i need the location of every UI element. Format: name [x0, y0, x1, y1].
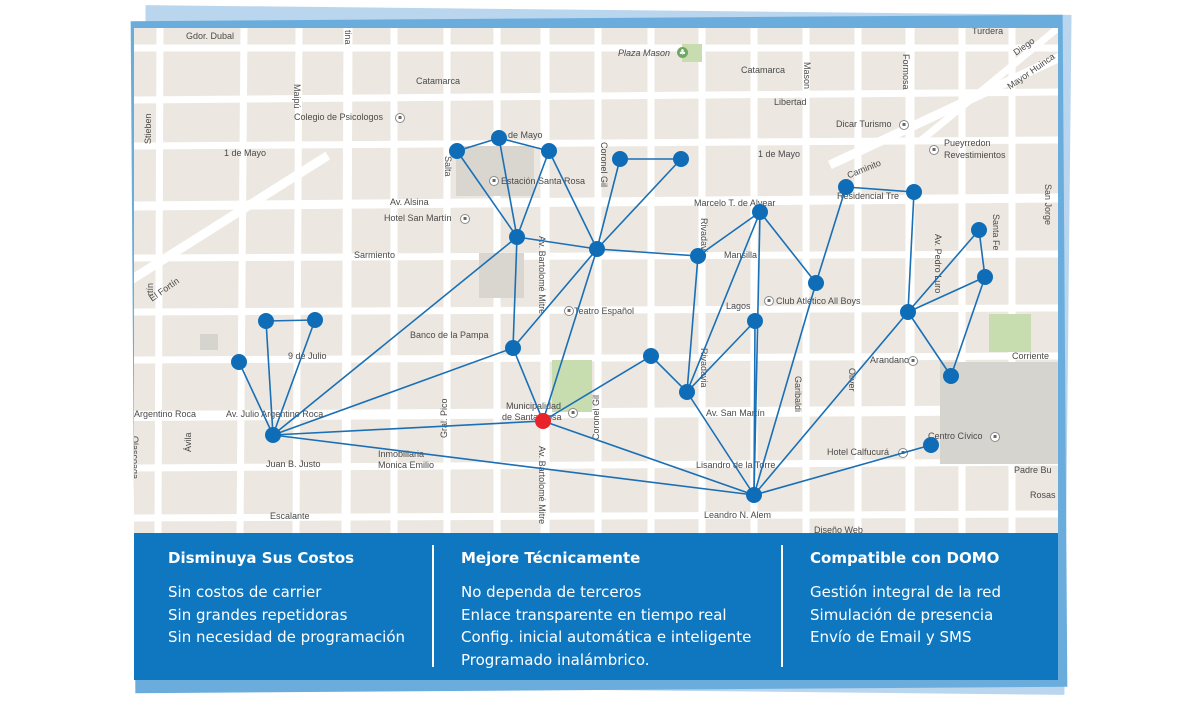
- street-map[interactable]: Gdor. Dubal tina Catamarca Catamarca Pla…: [134, 28, 1058, 533]
- feature-item: Sin necesidad de programación: [168, 628, 405, 646]
- network-nodes: [231, 130, 993, 503]
- street-label: Lagos: [726, 301, 751, 311]
- street-label: 1 de Mayo: [224, 148, 267, 158]
- street-label: Argentino Roca: [134, 409, 197, 419]
- place-label: Inmobiliaria: [378, 449, 425, 459]
- column-costs: Disminuya Sus Costos Sin costos de carri…: [168, 549, 405, 649]
- place-label: Monica Emilio: [378, 460, 435, 470]
- place-label: Pueyrredon: [944, 138, 991, 148]
- column-technical: Mejore Técnicamente No dependa de tercer…: [461, 549, 751, 671]
- feature-item: Envío de Email y SMS: [810, 628, 972, 646]
- place-label: Plaza Mason: [618, 48, 671, 58]
- club-icon: ▪: [764, 296, 774, 306]
- place-label: Colegio de Psicologos: [294, 112, 384, 122]
- place-label: Residencial Tre: [837, 191, 900, 201]
- restaurant-icon: ▪: [908, 356, 918, 366]
- feature-item: Enlace transparente en tiempo real: [461, 605, 727, 624]
- street-label: Sarmiento: [354, 250, 396, 260]
- street-label: Lisandro de la Torre: [696, 460, 776, 470]
- feature-item: Gestión integral de la red: [810, 583, 1002, 601]
- place-label: Hotel San Martín: [384, 213, 452, 223]
- shop-icon: ▪: [929, 145, 939, 155]
- place-label: Centro Cívico: [928, 431, 983, 441]
- place-label: Revestimientos: [944, 150, 1006, 160]
- street-label: Mansilla: [724, 250, 758, 260]
- place-label: Hotel Calfucurá: [827, 447, 890, 457]
- place-label: Diseño Web: [814, 525, 863, 534]
- building-icon: ▪: [899, 120, 909, 130]
- column-title: Mejore Técnicamente: [461, 549, 641, 567]
- street-label: Leandro N. Alem: [704, 510, 772, 520]
- place-label: Estación Santa Rosa: [501, 176, 586, 186]
- park-icon: ♣: [677, 47, 688, 58]
- place-label: Municipalidad: [506, 401, 562, 411]
- street-label: Juan B. Justo: [266, 459, 321, 469]
- building-icon: ▪: [489, 176, 499, 186]
- street-label: Av. San Martín: [706, 408, 765, 418]
- building-icon: ▪: [395, 113, 405, 123]
- place-label: de Santa Rosa: [502, 412, 562, 422]
- street-label: Marcelo T. de Alvear: [694, 198, 776, 208]
- column-title: Disminuya Sus Costos: [168, 549, 355, 567]
- network-map-card: Gdor. Dubal tina Catamarca Catamarca Pla…: [134, 28, 1058, 680]
- place-label: Arandano: [870, 355, 910, 365]
- street-label: Gdor. Dubal: [186, 31, 235, 41]
- column-divider: [432, 545, 434, 667]
- mesh-network: [231, 130, 993, 503]
- street-label: 1 de Mayo: [758, 149, 801, 159]
- column-divider: [781, 545, 783, 667]
- feature-item: No dependa de terceros: [461, 583, 642, 601]
- street-label: Av. Alsina: [390, 197, 429, 207]
- place-label: Club Atlético All Boys: [776, 296, 861, 306]
- place-label: Teatro Español: [574, 306, 635, 316]
- street-label: Escalante: [270, 511, 310, 521]
- hotel-icon: ▪: [460, 214, 470, 224]
- street-label: Av. Julio Argentino Roca: [226, 409, 324, 419]
- feature-item: Config. inicial automática e inteligente: [461, 628, 752, 646]
- street-label: Catamarca: [416, 76, 461, 86]
- place-label: Banco de la Pampa: [410, 330, 489, 340]
- landmark-icon: ▪: [990, 432, 1000, 442]
- theatre-icon: ▪: [564, 306, 574, 316]
- feature-item: Programado inalámbrico.: [461, 650, 650, 669]
- column-title: Compatible con DOMO: [810, 549, 1000, 567]
- government-icon: ▪: [568, 408, 578, 418]
- feature-item: Simulación de presencia: [810, 605, 994, 624]
- street-label: Corriente: [1012, 351, 1050, 361]
- street-label: Libertad: [774, 97, 807, 107]
- street-label: 9 de Julio: [288, 351, 327, 361]
- column-domo: Compatible con DOMO Gestión integral de …: [810, 549, 1001, 649]
- place-label: Dicar Turismo: [836, 119, 892, 129]
- street-label: de Mayo: [508, 130, 543, 140]
- street-label: Catamarca: [741, 65, 786, 75]
- street-label: Turdera: [972, 28, 1004, 36]
- feature-item: Sin grandes repetidoras: [168, 605, 348, 624]
- features-panel: Disminuya Sus Costos Sin costos de carri…: [134, 533, 1058, 680]
- street-label: Padre Bu: [1014, 465, 1052, 475]
- hub-node: [535, 413, 551, 429]
- street-label: Rosas: [1030, 490, 1056, 500]
- feature-item: Sin costos de carrier: [168, 583, 322, 601]
